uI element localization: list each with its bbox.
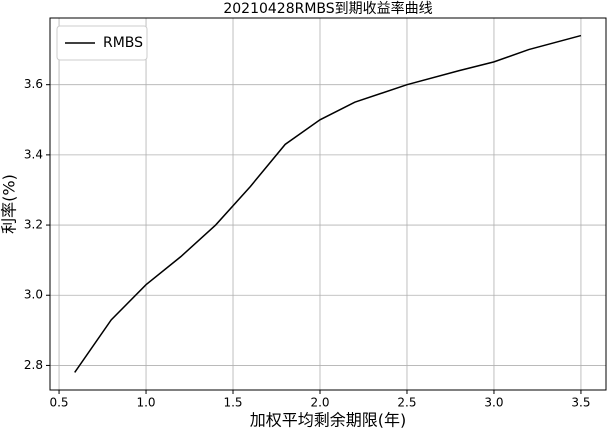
line [74, 34, 582, 373]
x-tick-label: 1.0 [136, 396, 155, 410]
plot-frame [49, 17, 607, 391]
y-tick-label: 3.6 [24, 77, 43, 91]
y-tick-label: 3.4 [24, 147, 43, 161]
x-tick-label: 2.0 [310, 396, 329, 410]
y-axis-label: 利率(%) [0, 174, 19, 234]
y-tick-label: 2.8 [24, 358, 43, 372]
x-tick-label: 3.0 [484, 396, 503, 410]
x-tick-label: 0.5 [49, 396, 68, 410]
x-axis-label: 加权平均剩余期限(年) [250, 411, 407, 430]
chart-title: 20210428RMBS到期收益率曲线 [223, 0, 432, 17]
y-tick-label: 3.2 [24, 218, 43, 232]
x-tick-label: 3.5 [571, 396, 590, 410]
legend-box [56, 25, 148, 61]
x-tick-label: 1.5 [223, 396, 242, 410]
x-tick-label: 2.5 [397, 396, 416, 410]
y-tick-label: 3.0 [24, 288, 43, 302]
legend-label: RMBS [103, 35, 143, 51]
